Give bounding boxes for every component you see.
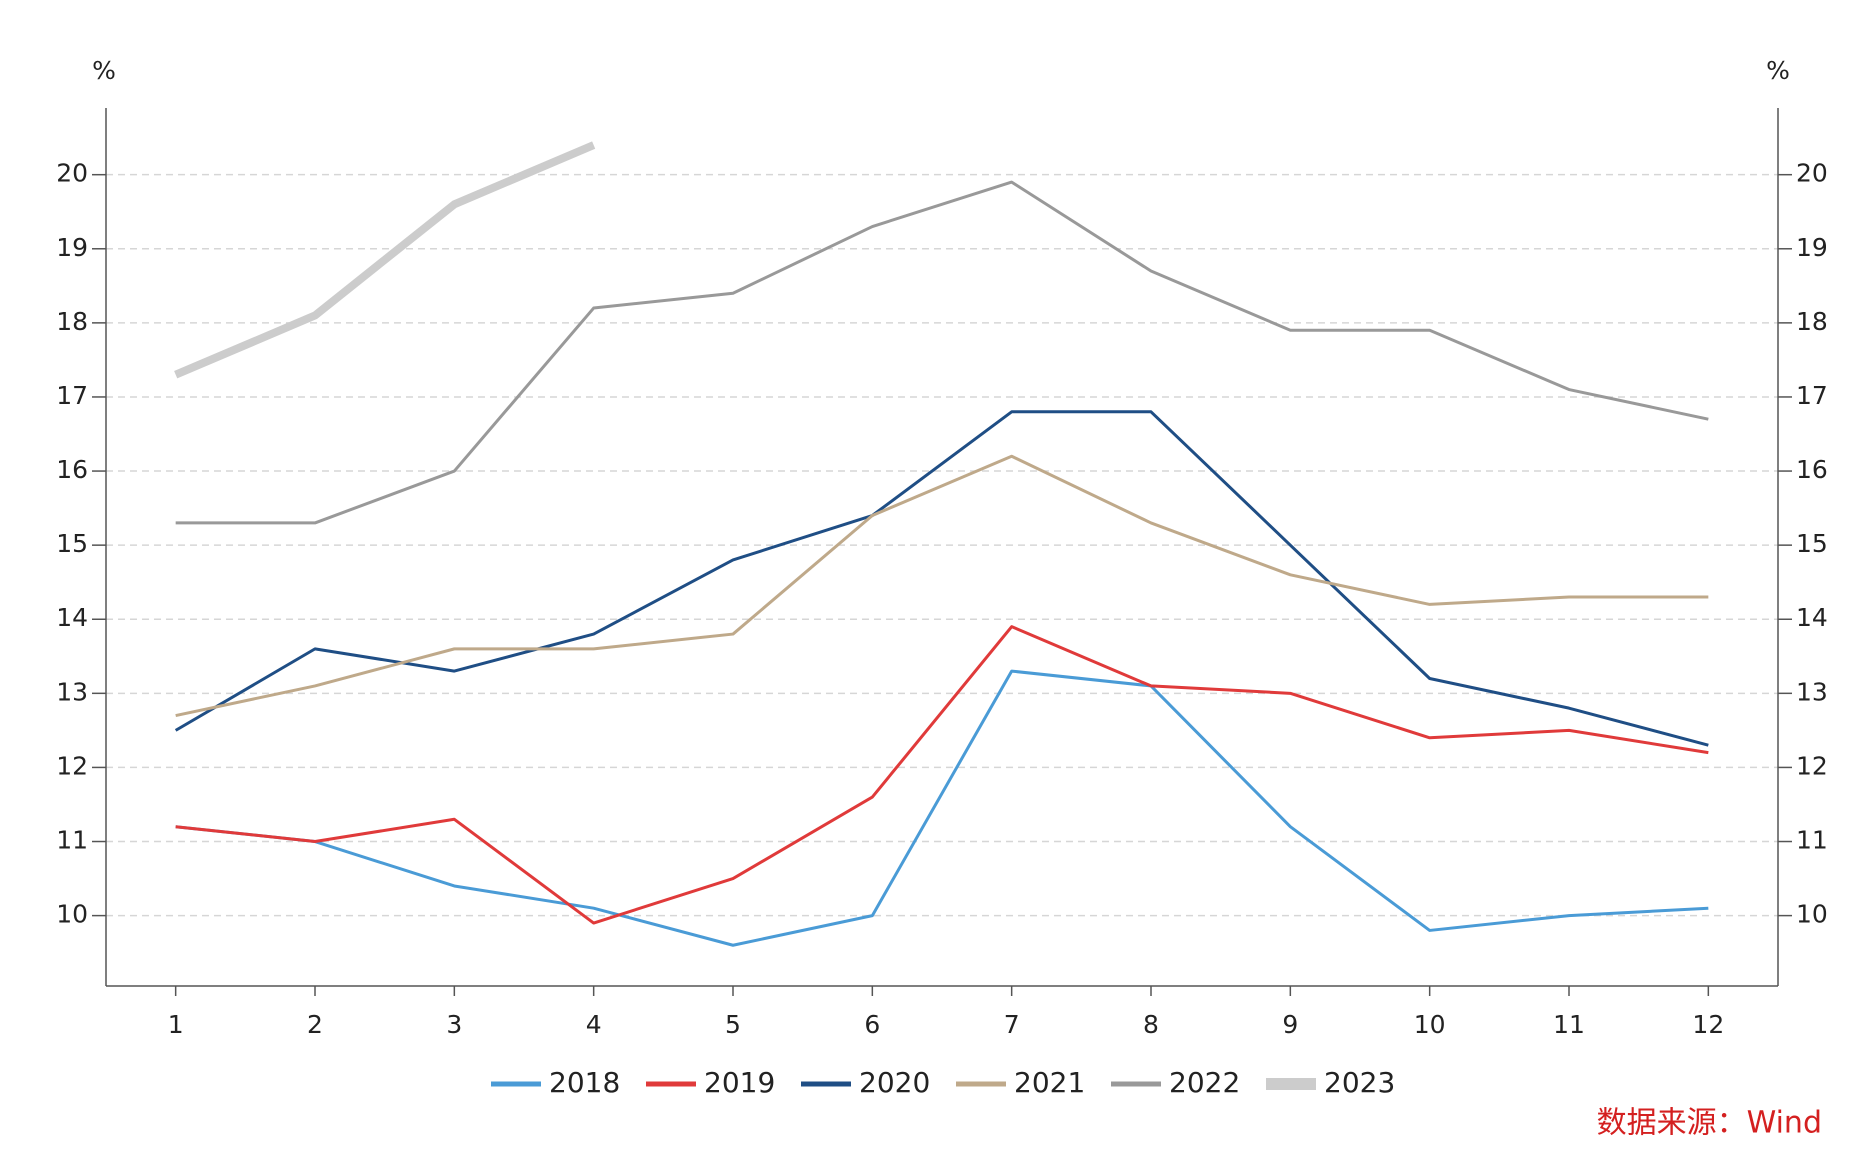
x-tick-label: 9 — [1282, 1010, 1298, 1039]
x-tick-label: 7 — [1004, 1010, 1020, 1039]
y2-tick-label: 11 — [1796, 826, 1828, 855]
series-line — [175, 669, 1709, 947]
y2-tick-label: 18 — [1796, 307, 1828, 336]
legend-label: 2023 — [1324, 1066, 1395, 1099]
y2-tick-label: 14 — [1796, 603, 1828, 632]
x-tick-label: 12 — [1692, 1010, 1724, 1039]
x-tick-label: 11 — [1553, 1010, 1585, 1039]
y-tick-label: 11 — [56, 826, 88, 855]
legend-label: 2021 — [1014, 1066, 1085, 1099]
y-tick-label: 12 — [56, 751, 88, 780]
legend-label: 2020 — [859, 1066, 930, 1099]
y2-tick-label: 16 — [1796, 455, 1828, 484]
y-tick-label: 14 — [56, 603, 88, 632]
series-line — [175, 180, 1709, 525]
y-tick-label: 18 — [56, 307, 88, 336]
y-tick-label: 19 — [56, 233, 88, 262]
y2-tick-label: 12 — [1796, 751, 1828, 780]
y2-axis-label: % — [1766, 56, 1790, 85]
y-axis-label: % — [92, 56, 116, 85]
x-tick-label: 5 — [725, 1010, 741, 1039]
x-tick-label: 6 — [864, 1010, 880, 1039]
legend-label: 2022 — [1169, 1066, 1240, 1099]
x-tick-label: 2 — [307, 1010, 323, 1039]
series-line — [174, 141, 596, 379]
y-tick-label: 20 — [56, 159, 88, 188]
x-tick-label: 1 — [168, 1010, 184, 1039]
y2-tick-label: 19 — [1796, 233, 1828, 262]
legend-label: 2019 — [704, 1066, 775, 1099]
y2-tick-label: 13 — [1796, 677, 1828, 706]
x-tick-label: 8 — [1143, 1010, 1159, 1039]
series-line — [174, 410, 1709, 747]
y-tick-label: 16 — [56, 455, 88, 484]
legend-label: 2018 — [549, 1066, 620, 1099]
source-note: 数据来源：Wind — [1597, 1106, 1822, 1141]
x-tick-label: 4 — [586, 1010, 602, 1039]
y2-tick-label: 15 — [1796, 529, 1828, 558]
y-tick-label: 13 — [56, 677, 88, 706]
y2-tick-label: 20 — [1796, 159, 1828, 188]
series-line — [175, 625, 1709, 925]
series-line — [175, 454, 1709, 718]
y-tick-label: 15 — [56, 529, 88, 558]
y2-tick-label: 17 — [1796, 381, 1828, 410]
x-tick-label: 10 — [1414, 1010, 1446, 1039]
x-tick-label: 3 — [446, 1010, 462, 1039]
y-tick-label: 10 — [56, 900, 88, 929]
y2-tick-label: 10 — [1796, 900, 1828, 929]
y-tick-label: 17 — [56, 381, 88, 410]
